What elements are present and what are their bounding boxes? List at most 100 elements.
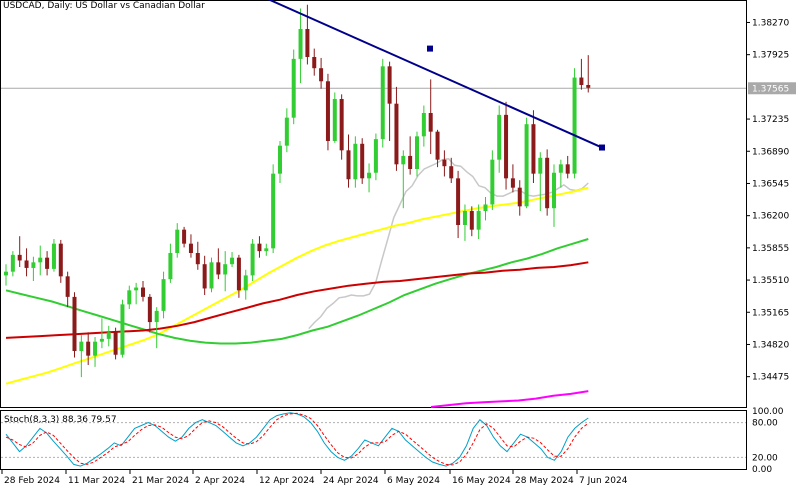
stochastic-plot-frame bbox=[0, 410, 747, 470]
date-tick-label: 28 May 2024 bbox=[515, 476, 574, 485]
trendline-anchor[interactable] bbox=[427, 45, 433, 52]
candle-body bbox=[545, 157, 550, 209]
candle-body bbox=[134, 287, 139, 291]
candle-body bbox=[332, 99, 337, 141]
time-axis: 28 Feb 2024 11 Mar 2024 21 Mar 2024 2 Apr 2… bbox=[1, 470, 628, 485]
candle-body bbox=[394, 103, 399, 165]
candle-body bbox=[250, 243, 255, 276]
candle-body bbox=[490, 159, 495, 205]
candle-body bbox=[284, 117, 289, 146]
date-tick-label: 16 May 2024 bbox=[452, 476, 511, 485]
candle-body bbox=[401, 155, 406, 165]
date-tick-label: 21 Mar 2024 bbox=[132, 476, 189, 485]
price-tick-label: 1.36200 bbox=[752, 212, 789, 222]
candle-body bbox=[182, 229, 187, 244]
candle-body bbox=[99, 338, 104, 342]
main-plot-frame bbox=[0, 0, 747, 408]
date-tick-label: 2 Apr 2024 bbox=[195, 476, 245, 485]
candle-body bbox=[428, 113, 433, 132]
candle-body bbox=[415, 136, 419, 169]
candle-body bbox=[373, 139, 378, 173]
candle-body bbox=[45, 257, 50, 269]
stochastic-tick-label: 0.00 bbox=[752, 465, 772, 475]
candle-body bbox=[4, 271, 8, 276]
candle-body bbox=[435, 131, 440, 160]
trendline-anchor[interactable] bbox=[599, 144, 605, 151]
candle-body bbox=[230, 257, 235, 265]
trendline[interactable] bbox=[267, 0, 603, 149]
candle-body bbox=[387, 66, 392, 104]
stochastic-signal-line bbox=[5, 412, 589, 466]
candle-body bbox=[278, 145, 282, 174]
candle-body bbox=[346, 150, 351, 180]
candle-body bbox=[264, 248, 269, 252]
candle-body bbox=[17, 254, 22, 261]
price-tick-label: 1.37925 bbox=[752, 51, 789, 61]
moving-average-line bbox=[5, 261, 589, 339]
stochastic-tick-label: 80.00 bbox=[752, 419, 778, 429]
candle-body bbox=[209, 262, 214, 289]
candle-body bbox=[188, 243, 193, 253]
candle-body bbox=[319, 68, 324, 82]
moving-average-line bbox=[308, 157, 589, 330]
date-tick-label: 24 Apr 2024 bbox=[323, 476, 379, 485]
candle-body bbox=[558, 164, 563, 173]
candle-body bbox=[202, 264, 207, 289]
candle-body bbox=[298, 29, 303, 59]
candles-layer bbox=[4, 4, 591, 378]
stochastic-layer: 100.00 80.00 20.00 0.00 bbox=[1, 407, 784, 475]
candle-body bbox=[86, 341, 91, 356]
candle-body bbox=[469, 211, 474, 230]
candle-body bbox=[524, 124, 529, 207]
candle-body bbox=[38, 257, 43, 263]
candle-body bbox=[154, 310, 159, 323]
chart-title: USDCAD, Daily: US Dollar vs Canadian Dol… bbox=[3, 1, 205, 11]
price-tick-label: 1.34820 bbox=[752, 340, 789, 350]
candle-body bbox=[312, 57, 317, 69]
candle-body bbox=[510, 178, 515, 188]
candle-body bbox=[216, 262, 221, 275]
candle-body bbox=[223, 264, 228, 275]
price-tick-label: 1.35855 bbox=[752, 244, 789, 254]
price-tick-label: 1.34475 bbox=[752, 373, 789, 383]
price-tick-label: 1.36545 bbox=[752, 179, 789, 189]
date-tick-label: 12 Apr 2024 bbox=[259, 476, 315, 485]
price-tick-label: 1.35510 bbox=[752, 276, 789, 286]
candle-body bbox=[243, 275, 248, 291]
candle-body bbox=[449, 166, 454, 179]
candle-body bbox=[565, 164, 570, 174]
moving-average-line bbox=[430, 390, 589, 408]
candle-body bbox=[175, 229, 180, 253]
candle-body bbox=[127, 290, 132, 305]
moving-average-line bbox=[5, 238, 589, 345]
candle-body bbox=[236, 257, 241, 291]
current-price-label-layer: 1.37565 bbox=[748, 82, 796, 95]
date-tick-label: 6 May 2024 bbox=[387, 476, 440, 485]
candle-body bbox=[93, 341, 98, 356]
price-axis: 1.38270 1.37925 1.37235 1.36890 1.36545 1.362… bbox=[746, 18, 789, 383]
stochastic-tick-label: 100.00 bbox=[752, 407, 784, 417]
candle-body bbox=[456, 178, 461, 225]
candle-body bbox=[106, 332, 111, 339]
candle-body bbox=[325, 81, 330, 141]
candle-body bbox=[497, 114, 502, 160]
candle-body bbox=[408, 155, 413, 169]
candle-body bbox=[572, 77, 577, 174]
candle-body bbox=[24, 260, 29, 268]
stochastic-tick-label: 20.00 bbox=[752, 453, 778, 463]
candle-body bbox=[538, 157, 543, 174]
candle-body bbox=[339, 99, 344, 151]
candle-body bbox=[476, 211, 481, 230]
moving-average-line bbox=[5, 186, 589, 385]
candle-body bbox=[462, 211, 467, 225]
current-price-box bbox=[748, 82, 796, 95]
candle-body bbox=[72, 296, 77, 351]
candle-body bbox=[353, 143, 358, 180]
candle-body bbox=[531, 124, 536, 174]
candle-body bbox=[483, 204, 488, 211]
candle-body bbox=[10, 254, 15, 272]
trendline-layer[interactable] bbox=[267, 0, 605, 151]
candle-body bbox=[360, 143, 365, 179]
candle-body bbox=[552, 172, 556, 209]
